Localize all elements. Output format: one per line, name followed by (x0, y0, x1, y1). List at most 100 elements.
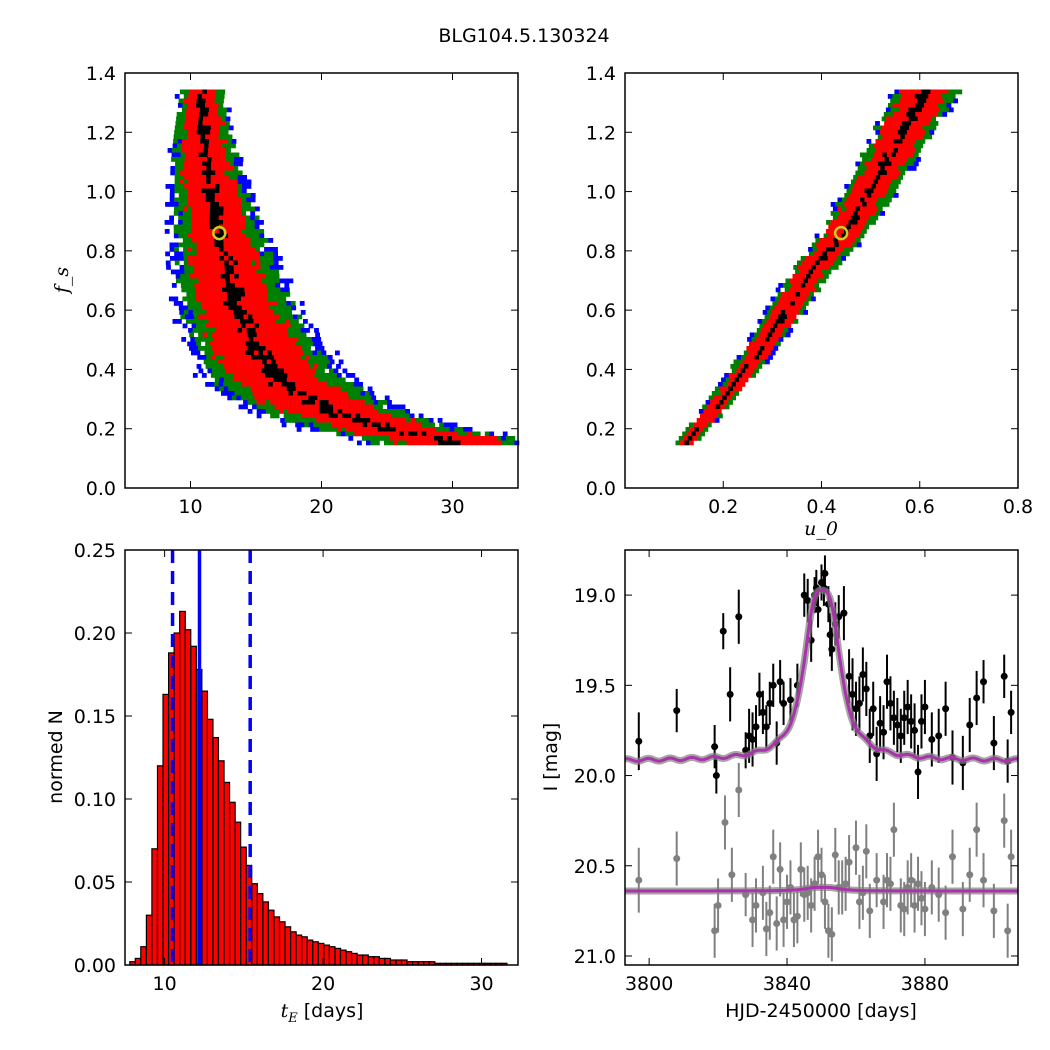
density-cell (233, 355, 239, 360)
density-cell (228, 386, 233, 392)
density-cell (421, 422, 426, 428)
density-cell (201, 184, 207, 189)
density-cell (855, 197, 861, 203)
y-tick-label-3: 0.15 (74, 706, 116, 728)
density-cell (263, 341, 269, 347)
density-cell (903, 98, 909, 104)
density-cell (175, 274, 181, 279)
density-cell (388, 418, 393, 423)
density-cell (201, 251, 206, 257)
density-cell (196, 211, 202, 216)
data-point (762, 925, 770, 933)
density-cell (816, 242, 822, 248)
density-cell (324, 413, 329, 419)
density-cell (873, 179, 879, 185)
density-cell (238, 269, 244, 275)
density-cell (866, 202, 872, 207)
density-cell (384, 395, 390, 401)
density-cell (201, 130, 206, 135)
data-point (719, 627, 727, 635)
density-cell (424, 440, 430, 446)
density-cell (218, 103, 224, 108)
density-cell (216, 152, 222, 158)
histogram-bar (190, 645, 197, 966)
density-cell (197, 166, 203, 171)
density-cell (222, 319, 227, 324)
y-tick-label-2: 0.2 (586, 419, 616, 441)
density-cell (800, 256, 806, 261)
density-cell (224, 328, 229, 333)
density-cell (236, 233, 242, 239)
density-cell (261, 283, 267, 288)
density-cell (261, 391, 267, 396)
density-cell (174, 188, 180, 194)
density-cell (202, 274, 208, 279)
density-cell (250, 215, 255, 221)
density-cell (302, 337, 308, 342)
density-cell (930, 107, 936, 113)
density-cell (207, 283, 213, 288)
density-cell (221, 337, 227, 342)
density-cell (187, 247, 193, 252)
figure-title: BLG104.5.130324 (438, 25, 609, 47)
density-cell (195, 292, 201, 297)
density-cell (204, 296, 210, 302)
density-cell (251, 269, 257, 275)
density-cell (373, 404, 379, 410)
density-cell (387, 400, 392, 405)
density-cell (901, 94, 907, 99)
density-cell (209, 139, 214, 144)
density-cell (279, 314, 285, 320)
density-cell (851, 179, 856, 185)
density-cell (902, 130, 908, 135)
density-cell (283, 409, 289, 414)
density-cell (279, 346, 284, 351)
density-cell (206, 328, 211, 333)
density-cell (179, 256, 184, 261)
density-cell (198, 283, 204, 288)
density-cell (233, 328, 238, 333)
density-cell (277, 301, 283, 306)
density-cell (182, 224, 188, 230)
density-cell (231, 350, 237, 356)
density-cell (382, 427, 387, 432)
density-cell (260, 328, 265, 333)
density-cell (379, 418, 384, 423)
density-cell (277, 305, 283, 311)
density-cell (269, 328, 274, 333)
density-cell (787, 314, 792, 320)
density-cell (306, 409, 311, 414)
density-cell (212, 116, 217, 122)
density-cell (225, 332, 230, 338)
density-cell (906, 121, 912, 126)
density-cell (902, 157, 908, 162)
density-cell (291, 377, 297, 383)
density-cell (197, 170, 203, 176)
density-cell (901, 103, 907, 108)
data-point (914, 768, 922, 776)
density-cell (258, 292, 264, 297)
density-cell (207, 314, 213, 320)
density-cell (903, 107, 909, 113)
density-cell (848, 220, 854, 225)
density-cell (308, 422, 314, 428)
density-cell (784, 296, 789, 302)
best-fit-marker-2 (833, 225, 849, 241)
density-cell (853, 220, 858, 225)
density-cell (323, 355, 329, 360)
density-cell (204, 143, 209, 149)
density-cell (213, 296, 219, 302)
density-cell (933, 121, 939, 126)
density-cell (195, 350, 201, 356)
density-cell (187, 341, 192, 347)
density-cell (231, 319, 236, 324)
density-cell (187, 215, 192, 221)
density-cell (712, 409, 718, 414)
density-cell (350, 373, 356, 378)
density-cell (809, 256, 815, 261)
density-cell (793, 319, 799, 324)
density-cell (789, 278, 795, 284)
density-cell (183, 242, 188, 248)
density-cell (228, 184, 234, 189)
